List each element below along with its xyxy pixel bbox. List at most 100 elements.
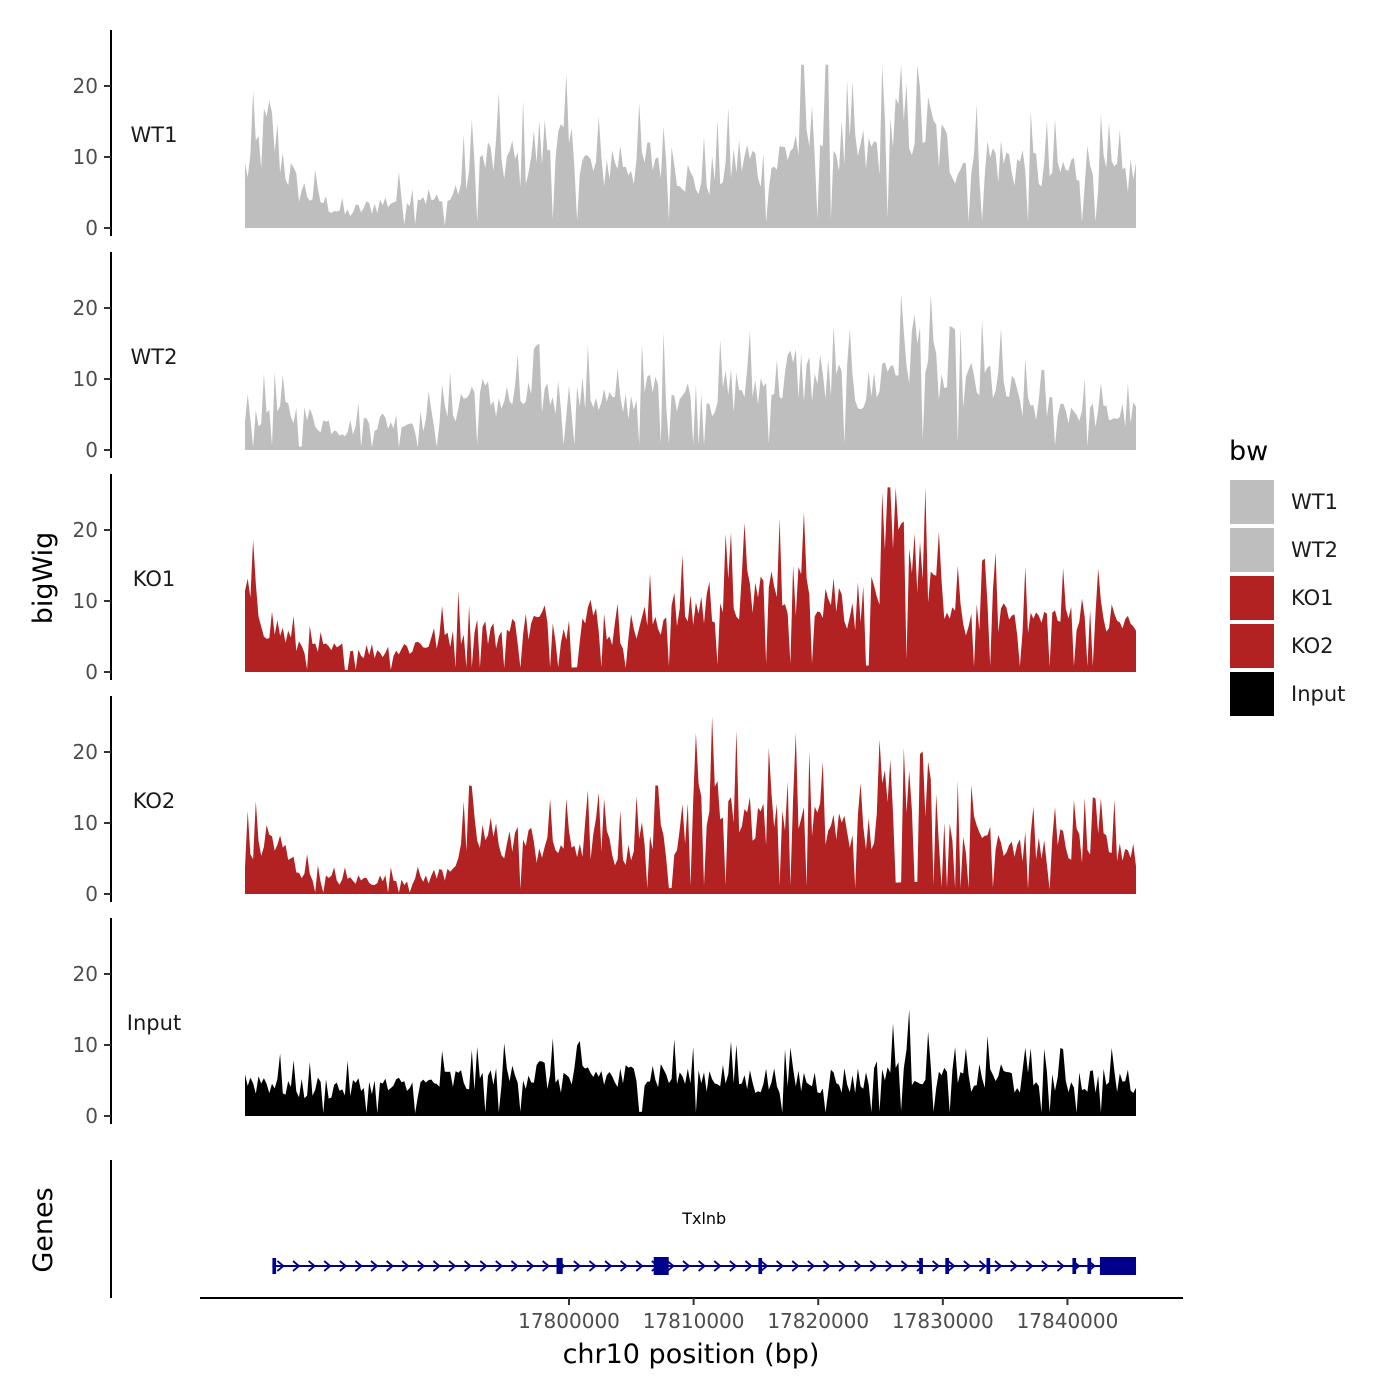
strand-arrow-icon [417, 1260, 426, 1272]
strand-arrow-icon [370, 1260, 379, 1272]
track-name-label: Input [127, 1011, 181, 1035]
strand-arrow-icon [776, 1260, 785, 1272]
track-wt1: 0 10 20 WT1 [73, 30, 1136, 240]
legend-key-ko2 [1230, 624, 1274, 668]
signal-area-wt2 [245, 293, 1136, 450]
legend-key-wt2 [1230, 528, 1274, 572]
gene-exon [1087, 1258, 1092, 1274]
strand-arrow-icon [339, 1260, 348, 1272]
y-tick-label: 0 [85, 216, 98, 240]
y-tick-label: 0 [85, 882, 98, 906]
legend-label-wt2: WT2 [1291, 538, 1338, 562]
strand-arrow-icon [760, 1260, 769, 1272]
strand-arrow-icon [635, 1260, 644, 1272]
strand-arrow-icon [854, 1260, 863, 1272]
strand-arrow-icon [464, 1260, 473, 1272]
strand-arrow-icon [308, 1260, 317, 1272]
y-tick-label: 20 [73, 962, 98, 986]
strand-arrow-icon [744, 1260, 753, 1272]
strand-arrow-icon [713, 1260, 722, 1272]
strand-arrow-icon [1010, 1260, 1019, 1272]
x-axis: 17800000 17810000 17820000 17830000 17840000 [200, 1297, 1183, 1333]
strand-arrow-icon [666, 1260, 675, 1272]
y-tick-label: 20 [73, 518, 98, 542]
gene-name-label: Txlnb [681, 1209, 726, 1228]
signal-tracks: 0 10 20 WT1 0 10 20 WT2 0 10 20 KO1 0 10 20 KO2 0 10 20 Inp… [73, 30, 1136, 1128]
strand-arrow-icon [885, 1260, 894, 1272]
y-tick-label: 0 [85, 1104, 98, 1128]
track-name-label: WT1 [131, 123, 178, 147]
gene-exon [986, 1258, 991, 1274]
strand-arrow-icon [807, 1260, 816, 1272]
gene-exon [556, 1258, 563, 1274]
strand-arrow-icon [822, 1260, 831, 1272]
strand-arrow-icon [526, 1260, 535, 1272]
strand-arrow-icon [1056, 1260, 1065, 1272]
x-tick-label: 17830000 [892, 1309, 994, 1333]
strand-arrow-icon [432, 1260, 441, 1272]
gene-exon [272, 1258, 277, 1274]
track-ko2: 0 10 20 KO2 [73, 696, 1136, 906]
track-ko1: 0 10 20 KO1 [73, 474, 1136, 684]
legend-key-input [1230, 672, 1274, 716]
track-input: 0 10 20 Input [73, 918, 1136, 1128]
x-tick-label: 17810000 [643, 1309, 745, 1333]
strand-arrow-icon [510, 1260, 519, 1272]
strand-arrow-icon [323, 1260, 332, 1272]
strand-arrow-icon [900, 1260, 909, 1272]
strand-arrow-icon [682, 1260, 691, 1272]
y-tick-label: 20 [73, 74, 98, 98]
strand-arrow-icon [947, 1260, 956, 1272]
legend-key-wt1 [1230, 480, 1274, 524]
strand-arrow-icon [994, 1260, 1003, 1272]
strand-arrow-icon [791, 1260, 800, 1272]
legend-key-ko1 [1230, 576, 1274, 620]
gene-exon [919, 1258, 923, 1274]
gene-exon [945, 1258, 949, 1274]
strand-arrow-icon [495, 1260, 504, 1272]
signal-area-ko1 [245, 487, 1136, 672]
strand-arrow-icon [620, 1260, 629, 1272]
y-tick-label: 0 [85, 660, 98, 684]
gene-exon [758, 1258, 763, 1274]
legend-label-wt1: WT1 [1291, 490, 1338, 514]
strand-arrow-icon [354, 1260, 363, 1272]
legend-title: bw [1229, 436, 1268, 467]
gene-exon [1099, 1257, 1136, 1275]
signal-area-wt1 [245, 64, 1136, 228]
gene-exon [1072, 1258, 1077, 1274]
y-tick-label: 20 [73, 740, 98, 764]
x-tick-label: 17800000 [518, 1309, 620, 1333]
strand-arrow-icon [448, 1260, 457, 1272]
strand-arrow-icon [869, 1260, 878, 1272]
strand-arrow-icon [1041, 1260, 1050, 1272]
strand-arrow-icon [573, 1260, 582, 1272]
signal-area-ko2 [245, 716, 1136, 894]
y-tick-label: 20 [73, 296, 98, 320]
strand-arrow-icon [401, 1260, 410, 1272]
legend-label-ko2: KO2 [1291, 634, 1334, 658]
y-tick-label: 10 [73, 367, 98, 391]
legend-label-input: Input [1291, 682, 1345, 706]
strand-arrow-icon [932, 1260, 941, 1272]
genes-track-label: Genes [28, 1187, 59, 1272]
strand-arrow-icon [479, 1260, 488, 1272]
strand-arrow-icon [698, 1260, 707, 1272]
signal-area-input [245, 1009, 1136, 1116]
y-axis-label: bigWig [28, 532, 59, 625]
track-name-label: WT2 [131, 345, 178, 369]
y-tick-label: 10 [73, 145, 98, 169]
gene-exon [653, 1257, 669, 1275]
strand-arrow-icon [386, 1260, 395, 1272]
x-tick-label: 17840000 [1017, 1309, 1119, 1333]
y-tick-label: 10 [73, 589, 98, 613]
strand-arrow-icon [604, 1260, 613, 1272]
y-tick-label: 10 [73, 1033, 98, 1057]
strand-arrow-icon [292, 1260, 301, 1272]
strand-arrow-icon [542, 1260, 551, 1272]
strand-arrow-icon [276, 1260, 285, 1272]
strand-arrow-icon [978, 1260, 987, 1272]
legend: bw WT1 WT2 KO1 KO2 Input [1229, 436, 1345, 716]
strand-arrow-icon [1025, 1260, 1034, 1272]
